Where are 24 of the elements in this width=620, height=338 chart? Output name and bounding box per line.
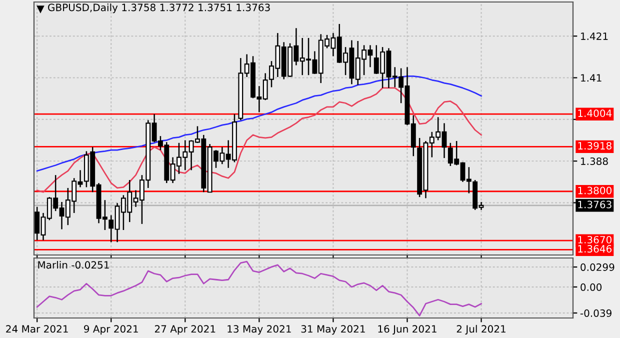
- x-tick-label: 31 May 2021: [301, 325, 365, 335]
- line-series: [36, 76, 482, 172]
- y-tick-label: -0.039: [580, 309, 612, 317]
- y-tick-label: 1.41: [581, 74, 602, 82]
- ref-line-label: 1.3800: [578, 186, 612, 194]
- chart-title: GBPUSD,Daily 1.3758 1.3772 1.3751 1.3763: [48, 3, 270, 14]
- x-tick-label: 16 Jun 2021: [378, 325, 436, 335]
- annotation: Marlin -0.0251: [38, 260, 109, 269]
- ref-line-label: 1.3646: [578, 245, 612, 253]
- x-tick-label: 24 Mar 2021: [6, 325, 68, 333]
- x-tick-label: 13 May 2021: [228, 325, 291, 335]
- y-tick-label: 0.00: [580, 283, 602, 291]
- ref-line-label: 1.3918: [578, 142, 612, 150]
- x-tick-label: 27 Apr 2021: [154, 325, 216, 335]
- y-tick-label: 0.0299: [580, 263, 614, 271]
- x-tick-label: 2 Jul 2021: [456, 324, 506, 335]
- ref-line-label: 1.3670: [578, 236, 612, 244]
- ref-line-label: 1.4004: [578, 109, 612, 118]
- ref-line-label: 1.3763: [578, 200, 612, 208]
- line-series: [36, 260, 482, 316]
- y-tick-label: 1.388: [581, 157, 608, 166]
- y-tick-label: 1.421: [581, 32, 608, 40]
- x-tick-label: 9 Apr 2021: [84, 325, 138, 335]
- line-series: [36, 87, 482, 193]
